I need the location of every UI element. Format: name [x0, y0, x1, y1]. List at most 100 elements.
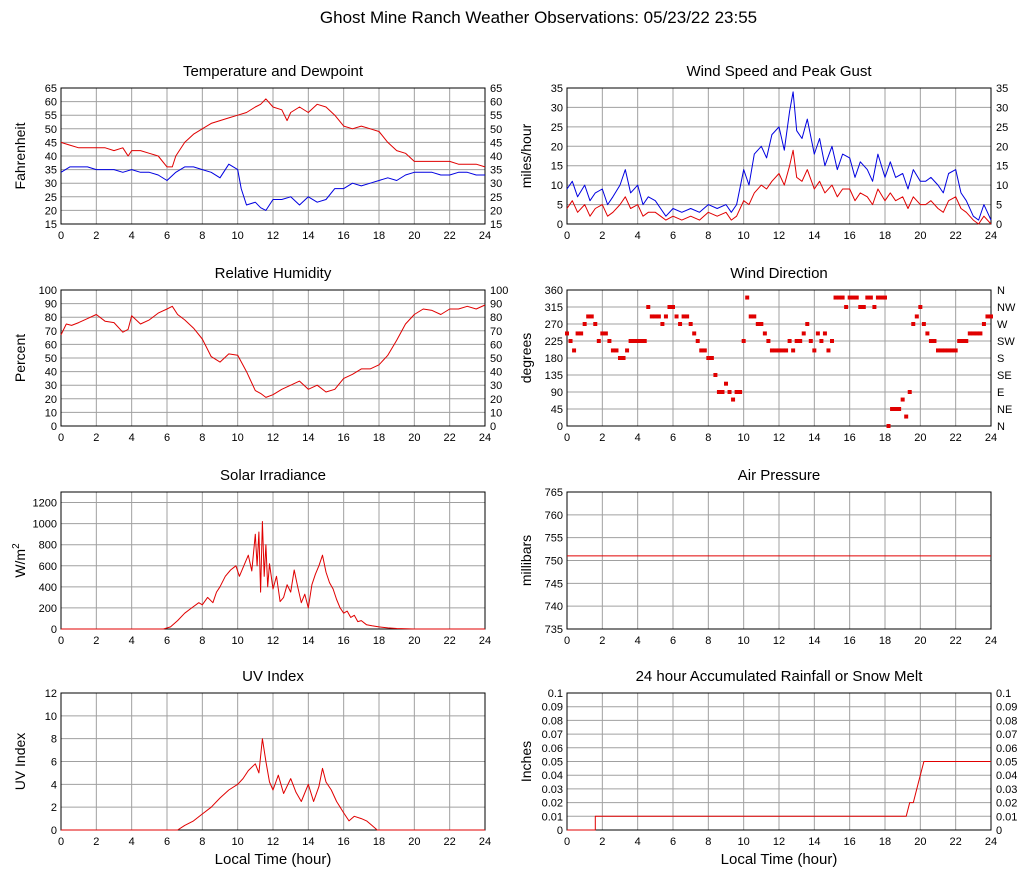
- pressure-x-tick-label: 0: [564, 635, 570, 647]
- rainfall-x-tick-label: 18: [879, 836, 891, 848]
- wind-direction-point: [950, 348, 955, 353]
- temperature-y-tick-label: 30: [45, 178, 57, 190]
- wind-direction-point: [699, 348, 704, 353]
- wind-direction-point: [745, 295, 750, 300]
- wind-direction-y-tick-label: 225: [545, 336, 563, 348]
- wind-direction-point: [614, 348, 619, 353]
- temperature-x-tick-label: 14: [302, 230, 314, 242]
- rainfall-y-tick-label: 0.08: [542, 715, 563, 727]
- wind-direction-point: [879, 295, 884, 300]
- wind-direction-y-tick-label: 90: [551, 387, 563, 399]
- temperature-y-tick-label: 25: [45, 192, 57, 204]
- wind-direction-point: [663, 314, 668, 319]
- temperature-x-tick-label: 22: [444, 230, 456, 242]
- wind-direction-point: [656, 314, 661, 319]
- solar-x-tick-label: 12: [267, 635, 279, 647]
- humidity-y-tick-label: 20: [45, 394, 57, 406]
- wind-direction-point: [854, 295, 859, 300]
- rainfall-y-tick-label-right: 0.07: [996, 729, 1017, 741]
- wind-direction-point: [844, 305, 849, 309]
- wind-speed-y-tick-label: 10: [551, 180, 563, 192]
- wind-direction-point: [724, 381, 728, 386]
- wind-direction-point: [649, 314, 654, 319]
- wind-direction-point: [822, 331, 827, 336]
- wind-direction-point: [777, 348, 781, 353]
- wind-speed-x-tick-label: 14: [808, 230, 820, 242]
- rainfall-y-tick-label: 0.09: [542, 702, 563, 714]
- wind-direction-point: [900, 397, 905, 402]
- wind-speed-y-tick-label: 5: [557, 200, 563, 212]
- temperature-y-tick-label: 45: [45, 137, 57, 149]
- wind-direction-point: [837, 295, 842, 300]
- humidity-y-tick-label: 100: [39, 285, 57, 297]
- wind-direction-point: [681, 314, 686, 319]
- wind-direction-point: [967, 331, 972, 336]
- wind-direction-point: [692, 331, 697, 336]
- rainfall-x-tick-label: 20: [914, 836, 926, 848]
- wind-direction-point: [826, 348, 831, 353]
- wind-direction-x-tick-label: 12: [773, 432, 785, 444]
- humidity-title: Relative Humidity: [215, 265, 332, 282]
- wind-direction-point: [974, 331, 979, 336]
- wind-direction-point: [921, 322, 926, 326]
- wind-direction-point: [671, 305, 675, 309]
- uv-y-tick-label: 10: [45, 711, 57, 723]
- wind-speed-x-tick-label: 20: [914, 230, 926, 242]
- wind-direction-point: [727, 390, 732, 394]
- wind-direction-point: [953, 348, 958, 353]
- wind-direction-compass-label: N: [997, 421, 1005, 433]
- rainfall-y-tick-label-right: 0.04: [996, 770, 1017, 782]
- rainfall-x-tick-label: 12: [773, 836, 785, 848]
- wind-direction-point: [978, 331, 983, 336]
- humidity-y-tick-label: 10: [45, 407, 57, 419]
- uv-x-tick-label: 8: [199, 836, 205, 848]
- wind-direction-point: [791, 348, 796, 353]
- wind-speed-x-tick-label: 10: [738, 230, 750, 242]
- solar-y-tick-label: 200: [39, 603, 57, 615]
- temperature-x-tick-label: 20: [408, 230, 420, 242]
- humidity-y-tick-label-right: 10: [490, 407, 502, 419]
- wind-direction-frame: [566, 289, 992, 427]
- pressure-x-tick-label: 24: [985, 635, 997, 647]
- humidity-frame: [60, 289, 486, 427]
- wind-direction-point: [893, 407, 898, 411]
- humidity-y-tick-label-right: 70: [490, 326, 502, 338]
- solar-y-tick-label: 600: [39, 561, 57, 573]
- wind-direction-point: [812, 348, 817, 353]
- wind-direction-compass-label: N: [997, 285, 1005, 297]
- uv-x-tick-label: 20: [408, 836, 420, 848]
- rainfall-y-tick-label-right: 0.06: [996, 743, 1017, 755]
- wind-direction-point: [755, 322, 760, 326]
- humidity-x-tick-label: 6: [164, 432, 170, 444]
- solar-ylabel: W/m2: [11, 543, 28, 578]
- uv-x-tick-label: 16: [338, 836, 350, 848]
- wind-speed-title: Wind Speed and Peak Gust: [686, 63, 872, 80]
- wind-direction-point: [946, 348, 951, 353]
- wind-direction-x-tick-label: 20: [914, 432, 926, 444]
- wind-direction-point: [815, 331, 820, 336]
- humidity-y-tick-label-right: 100: [490, 285, 508, 297]
- wind-direction-point: [798, 339, 803, 343]
- rainfall-y-tick-label: 0.04: [542, 770, 563, 782]
- wind-speed-x-tick-label: 24: [985, 230, 997, 242]
- wind-direction-y-tick-label: 0: [557, 421, 563, 433]
- pressure-x-tick-label: 16: [844, 635, 856, 647]
- pressure-x-tick-label: 6: [670, 635, 676, 647]
- page-title: Ghost Mine Ranch Weather Observations: 0…: [319, 8, 758, 27]
- wind-speed-x-tick-label: 2: [599, 230, 605, 242]
- wind-direction-point: [932, 339, 937, 343]
- wind-direction-compass-label: SE: [997, 370, 1012, 382]
- pressure-y-tick-label: 745: [545, 578, 563, 590]
- humidity-x-tick-label: 2: [93, 432, 99, 444]
- wind-speed-x-tick-label: 8: [705, 230, 711, 242]
- temperature-y-tick-label-right: 45: [490, 137, 502, 149]
- humidity-x-tick-label: 8: [199, 432, 205, 444]
- rainfall-y-tick-label: 0.03: [542, 784, 563, 796]
- pressure-x-tick-label: 2: [599, 635, 605, 647]
- wind-direction-point: [741, 339, 746, 343]
